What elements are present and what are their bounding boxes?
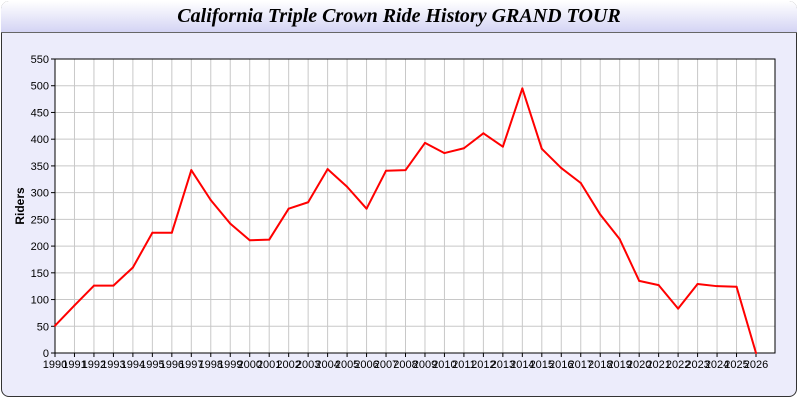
y-tick-label: 50 [37,321,49,333]
x-tick-label: 2025 [724,359,748,371]
y-tick-label: 250 [31,214,49,226]
data-point-1990 [54,324,56,327]
y-tick-label: 450 [31,107,49,119]
x-tick-label: 1991 [62,359,86,371]
y-tick-label: 400 [31,134,49,146]
chart-header: California Triple Crown Ride History GRA… [1,1,797,33]
y-tick-label: 550 [31,54,49,66]
data-point-2003 [307,201,310,204]
data-point-2001 [268,238,271,241]
data-point-1996 [170,231,173,234]
data-point-2002 [287,207,290,210]
data-point-2012 [482,132,485,135]
data-point-1998 [209,199,212,202]
data-point-2010 [443,152,446,155]
x-tick-label: 2012 [471,359,495,371]
y-tick-label: 0 [43,348,49,360]
plot-area [55,59,775,353]
data-point-1992 [92,284,95,287]
x-tick-label: 1993 [101,359,125,371]
x-tick-label: 1995 [140,359,164,371]
data-point-1994 [131,266,134,269]
x-tick-label: 2010 [432,359,456,371]
x-tick-label: 2005 [335,359,359,371]
x-tick-label: 2007 [374,359,398,371]
x-tick-label: 1999 [218,359,242,371]
y-axis-label: Riders [13,187,27,225]
x-tick-label: 2000 [237,359,261,371]
y-tick-label: 300 [31,188,49,200]
x-tick-label: 2001 [257,359,281,371]
data-point-2023 [696,283,699,286]
x-tick-label: 2014 [510,359,534,371]
data-point-2018 [599,213,602,216]
x-tick-label: 2015 [530,359,554,371]
data-point-2015 [540,147,543,150]
data-point-2017 [579,182,582,185]
y-tick-label: 350 [31,161,49,173]
x-tick-label: 1992 [82,359,106,371]
data-point-2016 [560,167,563,170]
data-point-2021 [657,284,660,287]
x-tick-label: 2021 [646,359,670,371]
x-tick-label: 2003 [296,359,320,371]
x-tick-label: 2023 [685,359,709,371]
data-point-2006 [365,207,368,210]
data-point-2025 [735,285,738,288]
data-point-2020 [638,279,641,282]
data-point-2000 [248,239,251,242]
data-point-1991 [73,304,76,307]
y-tick-label: 500 [31,81,49,93]
data-point-2013 [501,145,504,148]
y-tick-label: 150 [31,268,49,280]
x-tick-label: 1996 [160,359,184,371]
x-tick-label: 2022 [666,359,690,371]
data-point-2008 [404,169,407,172]
y-tick-label: 100 [31,295,49,307]
x-tick-label: 1994 [121,359,145,371]
data-point-2014 [521,87,524,90]
x-tick-label: 2002 [276,359,300,371]
chart-title: California Triple Crown Ride History GRA… [177,5,621,27]
x-tick-label: 2006 [354,359,378,371]
x-tick-label: 2019 [607,359,631,371]
data-point-2026 [755,352,757,354]
data-point-1997 [190,169,193,172]
data-point-1999 [229,222,232,225]
x-tick-label: 2024 [705,359,729,371]
x-tick-label: 2013 [491,359,515,371]
x-tick-label: 2016 [549,359,573,371]
data-point-2022 [677,307,680,310]
data-point-2019 [618,238,621,241]
data-point-2009 [423,141,426,144]
x-tick-label: 2011 [452,359,476,371]
x-tick-label: 2018 [588,359,612,371]
data-point-2004 [326,168,329,171]
x-tick-label: 2008 [393,359,417,371]
data-point-1993 [112,284,115,287]
x-tick-label: 1997 [179,359,203,371]
x-tick-label: 2017 [569,359,593,371]
x-tick-label: 2020 [627,359,651,371]
data-point-2011 [462,147,465,150]
x-tick-label: 2026 [744,359,768,371]
data-point-1995 [151,231,154,234]
x-tick-label: 1998 [199,359,223,371]
y-tick-label: 200 [31,241,49,253]
data-point-2005 [346,185,349,188]
data-point-2007 [385,169,388,172]
x-tick-label: 2009 [413,359,437,371]
x-tick-label: 2004 [315,359,339,371]
data-point-2024 [716,285,719,288]
plot-border [54,58,776,354]
x-tick-label: 1990 [43,359,67,371]
